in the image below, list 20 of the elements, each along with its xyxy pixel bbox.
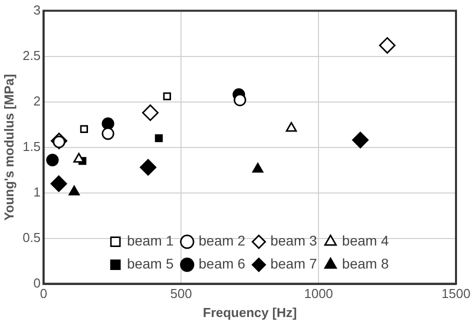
y-tick-label: 0 [33, 275, 41, 290]
y-axis-title: Young's modulus [MPa] [1, 74, 16, 221]
legend-label: beam 5 [126, 256, 174, 272]
x-axis-title: Frequency [Hz] [202, 304, 297, 320]
y-tick-label: 2.5 [22, 48, 41, 63]
y-tick-label: 3 [33, 2, 41, 18]
y-tick-label: 1.5 [22, 138, 41, 154]
legend-label: beam 1 [126, 232, 174, 249]
legend-label: beam 3 [270, 232, 318, 249]
x-tick-label: 1500 [442, 286, 470, 302]
legend-label: beam 6 [198, 256, 246, 272]
y-tick-label: 0.5 [22, 230, 41, 245]
y-tick-label: 2 [33, 93, 41, 108]
legend-label: beam 2 [198, 232, 246, 249]
legend-label: beam 7 [270, 256, 318, 272]
legend-label: beam 4 [342, 232, 389, 249]
y-tick-label: 1 [33, 184, 41, 200]
x-tick-label: 1000 [304, 286, 334, 302]
legend-label: beam 8 [342, 256, 389, 272]
x-tick-label: 500 [170, 286, 192, 302]
